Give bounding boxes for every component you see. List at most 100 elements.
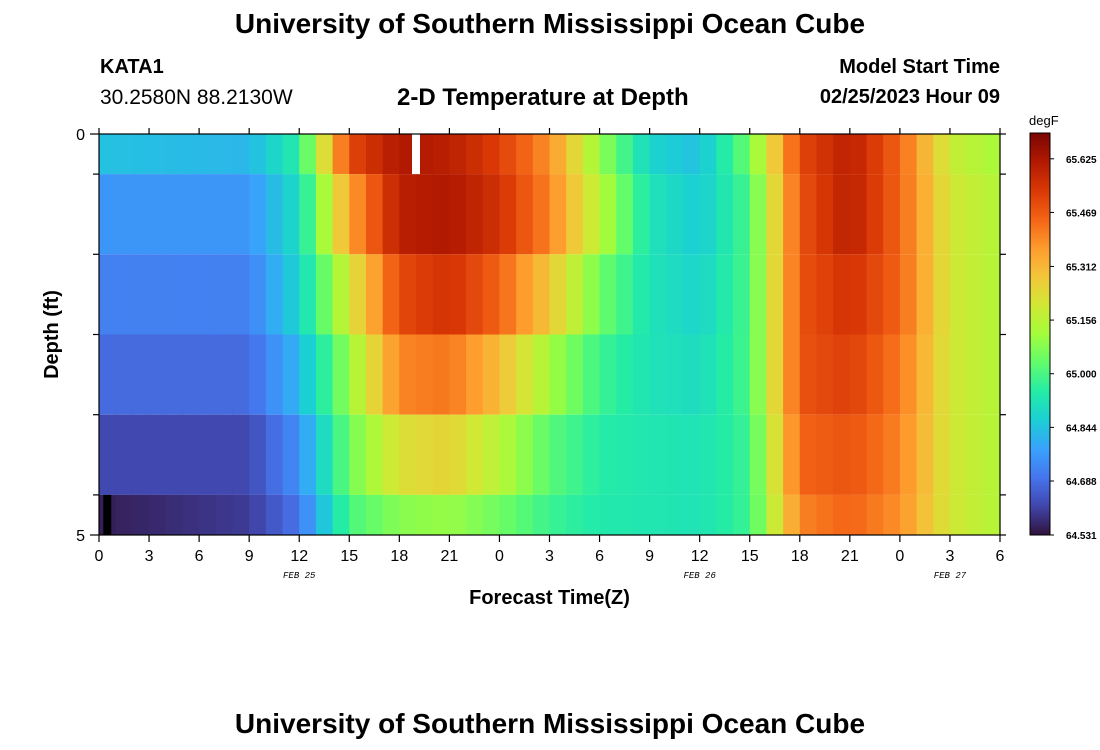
heatmap-cell [199, 134, 217, 175]
heatmap-cell [549, 174, 567, 255]
heatmap-cell [899, 134, 918, 175]
heatmap-cell [716, 134, 734, 175]
heatmap-cell [983, 414, 1001, 495]
heatmap-cell [983, 254, 1001, 335]
heatmap-cell [249, 134, 267, 175]
y-axis-label: Depth (ft) [41, 290, 63, 379]
heatmap-cell [232, 334, 250, 415]
heatmap-cell [599, 414, 617, 495]
heatmap-cell [799, 494, 818, 535]
heatmap-cell [916, 334, 934, 415]
heatmap-cell [299, 174, 317, 255]
x-tick-label: 3 [145, 548, 154, 565]
heatmap-cell [215, 494, 234, 535]
heatmap-cell [182, 254, 200, 335]
x-tick-label: 12 [691, 548, 709, 565]
heatmap-cell [733, 414, 751, 495]
heatmap-cell [766, 174, 784, 255]
heatmap-cell [833, 134, 851, 175]
heatmap-cell [165, 334, 184, 415]
date-label: FEB 27 [934, 571, 967, 581]
heatmap-cell [282, 134, 300, 175]
missing-marks [103, 134, 420, 535]
heatmap-cell [649, 414, 667, 495]
heatmap-cell [966, 494, 984, 535]
heatmap-cell [99, 134, 117, 175]
heatmap-cell [432, 414, 450, 495]
heatmap-cell [416, 334, 434, 415]
heatmap-cell [365, 254, 384, 335]
heatmap-cell [632, 134, 651, 175]
heatmap-cell [315, 254, 334, 335]
heatmap-cell [566, 494, 584, 535]
heatmap-cell [833, 494, 851, 535]
heatmap-cell [616, 174, 634, 255]
heatmap-cell [649, 174, 667, 255]
heatmap-cell [933, 174, 951, 255]
heatmap-cell [532, 134, 551, 175]
heatmap-cell [749, 414, 768, 495]
date-label: FEB 26 [683, 571, 716, 581]
heatmap-cell [249, 334, 267, 415]
heatmap-cell [599, 334, 617, 415]
x-tick-label: 12 [290, 548, 308, 565]
heatmap-cell [649, 334, 667, 415]
heatmap-cell [783, 334, 801, 415]
heatmap-cell [332, 174, 350, 255]
heatmap-cell [215, 254, 234, 335]
colorbar-tick-label: 65.156 [1066, 316, 1097, 327]
x-tick-label: 18 [390, 548, 408, 565]
heatmap-cell [399, 494, 417, 535]
heatmap-cell [499, 414, 517, 495]
heatmap-cell [566, 334, 584, 415]
heatmap-cell [99, 334, 117, 415]
heatmap-cell [666, 494, 684, 535]
heatmap-cell [349, 334, 367, 415]
heatmap-cell [365, 334, 384, 415]
heatmap-cell [332, 134, 350, 175]
x-tick-label: 9 [645, 548, 654, 565]
heatmap-cell [866, 494, 884, 535]
heatmap-cell [883, 174, 901, 255]
heatmap-cell [816, 134, 834, 175]
heatmap-cell [215, 174, 234, 255]
heatmap-cell [566, 174, 584, 255]
heatmap-cell [582, 494, 601, 535]
colorbar-gradient [1029, 132, 1051, 536]
heatmap-cell [833, 334, 851, 415]
heatmap-cell [616, 494, 634, 535]
heatmap-cell [532, 254, 551, 335]
heatmap-cell [449, 254, 467, 335]
heatmap-cell [432, 494, 450, 535]
heatmap-cell [149, 414, 167, 495]
heatmap-cell [466, 494, 484, 535]
heatmap-cell [282, 174, 300, 255]
heatmap-cell [382, 254, 400, 335]
heatmap-cell [165, 254, 184, 335]
heatmap-cell [783, 254, 801, 335]
heatmap-cell [382, 174, 400, 255]
heatmap-cell [883, 134, 901, 175]
heatmap-cell [449, 174, 467, 255]
heatmap-cell [933, 134, 951, 175]
heatmap-cell [499, 334, 517, 415]
heatmap-cell [215, 134, 234, 175]
heatmap-cell [682, 494, 701, 535]
heatmap-cell [182, 174, 200, 255]
heatmap-cell [599, 254, 617, 335]
heatmap-cell [816, 174, 834, 255]
heatmap-cell [849, 254, 868, 335]
y-tick-label: 5 [76, 528, 85, 545]
heatmap-cell [149, 174, 167, 255]
heatmap-cell [115, 334, 133, 415]
heatmap-cell [599, 174, 617, 255]
heatmap-cell [349, 134, 367, 175]
heatmap-cell [115, 254, 133, 335]
heatmap-cell [632, 494, 651, 535]
heatmap-cell [382, 494, 400, 535]
heatmap-cell [933, 494, 951, 535]
heatmap-cell [766, 254, 784, 335]
heatmap-cell [749, 254, 768, 335]
heatmap-cell [716, 254, 734, 335]
